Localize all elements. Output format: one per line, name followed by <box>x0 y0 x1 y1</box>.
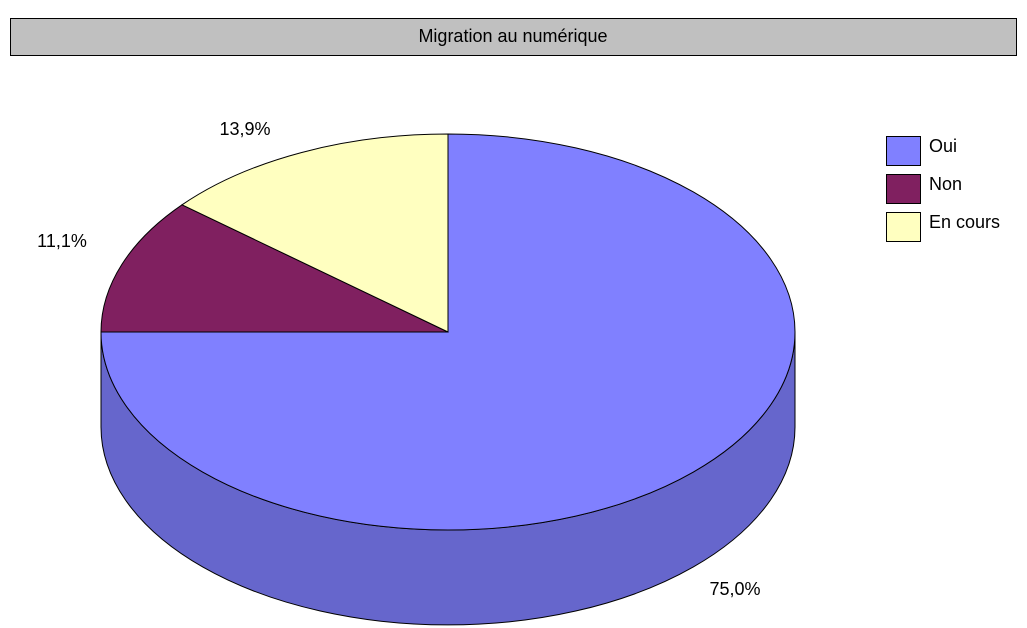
chart-title: Migration au numérique <box>418 26 607 46</box>
legend-swatch <box>886 136 921 166</box>
legend-label: Oui <box>929 136 957 156</box>
pie-slice <box>100 133 796 531</box>
data-label: 13,9% <box>219 119 270 139</box>
data-label: 11,1% <box>37 231 87 251</box>
legend-swatch <box>886 212 921 242</box>
legend-swatch <box>886 174 921 204</box>
pie-slice <box>181 133 449 333</box>
title-bar <box>10 18 1017 56</box>
data-label: 75,0% <box>709 579 760 599</box>
legend-label: En cours <box>929 212 1000 232</box>
legend-label: Non <box>929 174 962 194</box>
pie-slice <box>100 204 449 333</box>
